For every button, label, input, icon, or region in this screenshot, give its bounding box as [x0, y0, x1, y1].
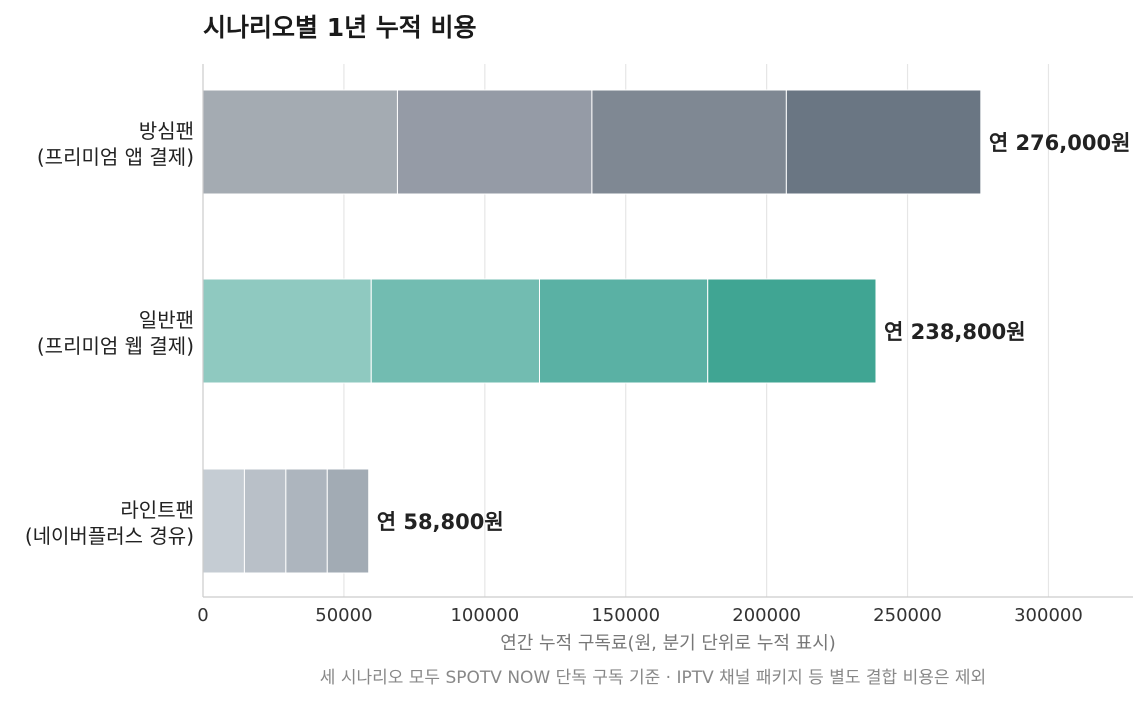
bar-segment — [370, 278, 540, 384]
category-label-name: 방심팬 — [139, 119, 194, 143]
bar-segment — [243, 468, 287, 574]
x-tick-label: 0 — [197, 605, 208, 626]
x-tick-label: 150000 — [591, 605, 660, 626]
bar-segment — [326, 468, 370, 574]
total-label: 연 238,800원 — [884, 320, 1026, 344]
chart-title: 시나리오별 1년 누적 비용 — [203, 13, 477, 42]
x-tick-label: 300000 — [1014, 605, 1083, 626]
x-tick-labels: 0 50000 100000 150000 200000 250000 300000 — [197, 605, 1083, 626]
chart-caption: 세 시나리오 모두 SPOTV NOW 단독 구독 기준 · IPTV 채널 패… — [320, 668, 986, 688]
bar-segment — [202, 278, 372, 384]
bar-segment — [285, 468, 328, 574]
bar-segment — [396, 89, 593, 195]
category-label-name: 라인트팬 — [120, 498, 194, 522]
bar-segment — [202, 89, 398, 195]
category-label-detail: (프리미엄 앱 결제) — [37, 145, 194, 169]
bar-segment — [591, 89, 787, 195]
category-label-detail: (프리미엄 웹 결제) — [37, 334, 194, 358]
x-tick-label: 100000 — [450, 605, 519, 626]
bar-segment — [785, 89, 982, 195]
x-tick-label: 200000 — [732, 605, 801, 626]
category-label-name: 일반팬 — [139, 308, 194, 332]
total-label: 연 58,800원 — [377, 510, 504, 534]
bars — [202, 89, 982, 574]
category-labels: 방심팬(프리미엄 앱 결제) 일반팬(프리미엄 웹 결제) 라인트팬(네이버플러스 … — [25, 119, 194, 548]
bar-segment — [202, 468, 245, 574]
x-axis-label: 연간 누적 구독료(원, 분기 단위로 누적 표시) — [500, 633, 836, 654]
x-tick-label: 50000 — [315, 605, 372, 626]
bar-segment — [538, 278, 709, 384]
axes — [202, 64, 1133, 598]
bar-segment — [707, 278, 877, 384]
total-label: 연 276,000원 — [989, 131, 1131, 155]
category-label-detail: (네이버플러스 경유) — [25, 524, 194, 548]
x-tick-label: 250000 — [873, 605, 942, 626]
